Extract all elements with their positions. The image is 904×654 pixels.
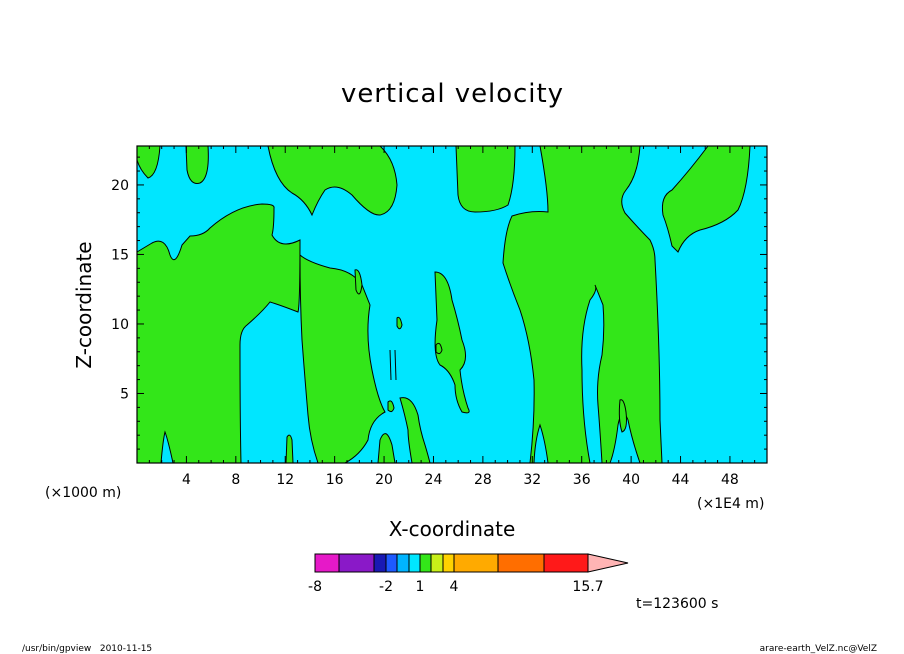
x-tick-label: 36 <box>573 472 591 488</box>
region-green-blob-1 <box>354 269 363 295</box>
colorbar-segment <box>497 553 545 573</box>
colorbar-segment <box>385 553 398 573</box>
plot-frame <box>136 145 768 464</box>
y-tick-label: 20 <box>111 178 129 194</box>
x-axis-label: X-coordinate <box>389 517 516 541</box>
region-green-center-a <box>299 253 386 464</box>
colorbar-tick-label: 4 <box>450 579 459 595</box>
time-label: t=123600 s <box>636 596 718 612</box>
region-green-blob-3 <box>435 342 443 355</box>
colorbar-segment <box>419 553 432 573</box>
x-tick-label: 24 <box>425 472 443 488</box>
x-tick-label: 32 <box>523 472 541 488</box>
colorbar: -8 -2 1 4 15.7 <box>308 553 629 595</box>
region-green-top-1 <box>185 145 209 184</box>
colorbar-segment <box>373 553 387 573</box>
colorbar-segment <box>442 553 455 573</box>
region-green-strip-3 <box>377 433 396 464</box>
footer-right: arare-earth_VelZ.nc@VelZ <box>760 644 877 654</box>
region-green-blob-5 <box>618 399 627 433</box>
x-tick-label: 48 <box>721 472 739 488</box>
region-green-strip-1 <box>399 397 431 464</box>
zero-contours <box>389 349 397 381</box>
x-tick-label: 12 <box>276 472 294 488</box>
velocity-regions <box>136 145 751 464</box>
colorbar-segment <box>314 553 340 573</box>
x-unit-label-right: (×1E4 m) <box>697 496 764 512</box>
y-axis-label: Z-coordinate <box>72 241 96 368</box>
x-tick-label: 40 <box>622 472 640 488</box>
region-green-strip-2 <box>285 434 294 464</box>
colorbar-segment <box>338 553 375 573</box>
x-tick-label: 28 <box>474 472 492 488</box>
y-tick-label: 5 <box>120 386 129 402</box>
colorbar-segment <box>430 553 444 573</box>
colorbar-segment <box>453 553 499 573</box>
x-tick-label: 20 <box>375 472 393 488</box>
x-tick-label: 4 <box>182 472 191 488</box>
colorbar-arrow <box>587 553 629 573</box>
x-tick-label: 16 <box>326 472 344 488</box>
region-green-right <box>661 145 751 253</box>
colorbar-tick-label: 1 <box>416 579 425 595</box>
colorbar-segment <box>543 553 589 573</box>
x-axis: 4 8 12 16 20 24 28 32 36 40 44 48 <box>148 146 756 488</box>
region-green-top-3 <box>455 145 516 213</box>
colorbar-tick-label: -2 <box>379 579 393 595</box>
x-tick-label: 8 <box>231 472 240 488</box>
region-green-blob-2 <box>396 316 403 330</box>
region-green-top-4 <box>502 145 663 464</box>
x-tick-label: 44 <box>672 472 690 488</box>
region-green-top-2 <box>267 145 398 217</box>
region-green-blob-4 <box>387 400 395 413</box>
chart-title: vertical velocity <box>341 79 563 109</box>
y-tick-label: 10 <box>111 317 129 333</box>
footer-left: /usr/bin/gpview 2010-11-15 <box>22 644 152 654</box>
region-green-center-b <box>434 271 470 414</box>
colorbar-tick-label: 15.7 <box>572 579 603 595</box>
x-unit-label: (×1000 m) <box>45 485 121 501</box>
colorbar-segment <box>396 553 410 573</box>
colorbar-segment <box>408 553 421 573</box>
colorbar-tick-label: -8 <box>308 579 322 595</box>
region-left-column <box>136 145 161 179</box>
y-tick-label: 15 <box>111 247 129 263</box>
y-axis: 5 10 15 20 <box>111 156 767 450</box>
